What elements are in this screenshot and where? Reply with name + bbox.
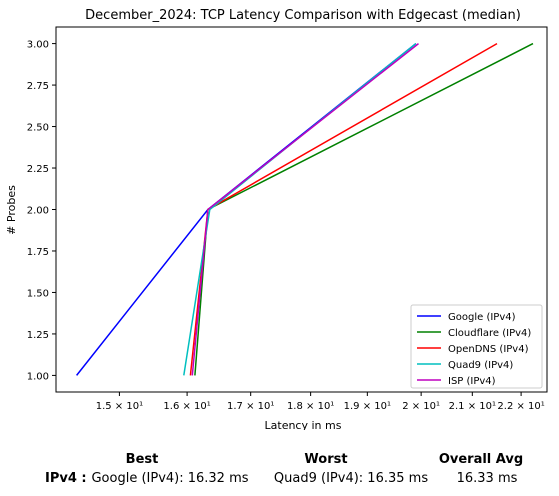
overall-avg-value: 16.33 ms bbox=[456, 471, 518, 486]
latency-chart: December_2024: TCP Latency Comparison wi… bbox=[5, 8, 548, 430]
y-tick-label: 2.75 bbox=[27, 81, 49, 92]
x-tick-label: 1.7 × 10¹ bbox=[227, 401, 274, 412]
x-tick-label: 1.8 × 10¹ bbox=[287, 401, 334, 412]
x-axis-label: Latency in ms bbox=[265, 419, 342, 430]
y-axis-label: # Probes bbox=[5, 185, 18, 235]
series-line bbox=[183, 43, 417, 376]
legend-label: ISP (IPv4) bbox=[448, 376, 496, 387]
x-tick-label: 1.6 × 10¹ bbox=[163, 401, 210, 412]
y-tick-label: 2.50 bbox=[27, 123, 49, 134]
x-tick-label: 2.1 × 10¹ bbox=[449, 401, 496, 412]
legend-label: OpenDNS (IPv4) bbox=[448, 344, 529, 355]
x-tick-label: 2.2 × 10¹ bbox=[497, 401, 544, 412]
overall-avg-header: Overall Avg bbox=[438, 452, 524, 467]
series-line bbox=[76, 43, 417, 376]
y-tick-label: 2.25 bbox=[27, 164, 49, 175]
y-tick-label: 1.25 bbox=[27, 330, 49, 341]
legend-label: Cloudflare (IPv4) bbox=[448, 328, 531, 339]
y-tick-label: 3.00 bbox=[27, 40, 49, 51]
legend-label: Quad9 (IPv4) bbox=[448, 360, 513, 371]
worst-header: Worst bbox=[304, 452, 348, 467]
legend-box bbox=[410, 304, 543, 389]
best-header: Best bbox=[125, 452, 159, 467]
x-tick-label: 2 × 10¹ bbox=[402, 401, 440, 412]
series-line bbox=[191, 43, 419, 376]
best-value: Google (IPv4): 16.32 ms bbox=[91, 471, 249, 486]
y-tick-label: 2.00 bbox=[27, 206, 49, 217]
y-tick-label: 1.75 bbox=[27, 247, 49, 258]
plot-lines bbox=[76, 42, 534, 376]
x-axis: 1.5 × 10¹ 1.6 × 10¹ 1.7 × 10¹ 1.8 × 10¹ 1.9 … bbox=[96, 392, 545, 412]
x-tick-label: 1.5 × 10¹ bbox=[96, 401, 143, 412]
chart-title: December_2024: TCP Latency Comparison wi… bbox=[85, 8, 521, 23]
legend-label: Google (IPv4) bbox=[448, 312, 516, 323]
y-tick-label: 1.50 bbox=[27, 288, 49, 299]
y-tick-label: 1.00 bbox=[27, 371, 49, 382]
ipv4-row-label: IPv4 : bbox=[45, 471, 87, 486]
legend: Google (IPv4) Cloudflare (IPv4) OpenDNS (I… bbox=[410, 304, 543, 389]
x-tick-label: 1.9 × 10¹ bbox=[344, 401, 391, 412]
y-axis: 1.00 1.25 1.50 1.75 2.00 2.25 2.50 2.75 3.00 bbox=[27, 40, 56, 382]
worst-value: Quad9 (IPv4): 16.35 ms bbox=[273, 471, 429, 486]
